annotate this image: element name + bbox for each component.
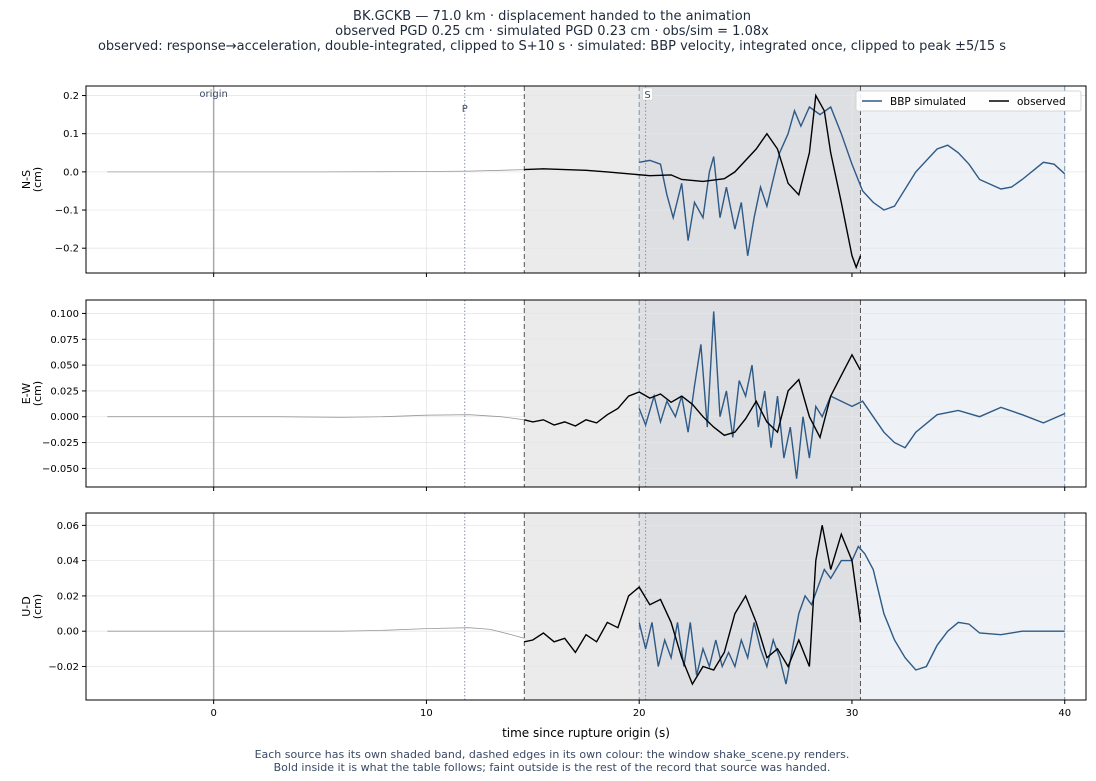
origin-label: origin — [199, 89, 227, 100]
y-tick-label: 0.000 — [50, 412, 79, 423]
y-axis-label: (cm) — [31, 594, 44, 619]
x-tick-label: 40 — [1058, 708, 1071, 719]
observed-trace — [524, 93, 862, 270]
x-tick-label: 0 — [210, 708, 216, 719]
s-label: S — [644, 90, 650, 101]
panel-3: −0.02 0.00 0.02 0.04 0.06 0 10 20 30 40 U-D(cm) — [20, 512, 1087, 719]
y-axis-label: E-W — [20, 383, 33, 404]
panel-1: −0.2 −0.1 0.0 0.1 0.2 N-S(cm) origin P S BBP simu… — [20, 85, 1087, 277]
y-tick-label: 0.075 — [50, 335, 79, 346]
footer-line-2: Bold inside it is what the table follows… — [274, 761, 831, 774]
y-tick-label: 0.050 — [50, 361, 79, 372]
s-label-box — [642, 87, 653, 101]
y-tick-label: −0.025 — [42, 438, 79, 449]
title-line-3: observed: response→acceleration, double-… — [98, 39, 1006, 54]
faint-pre-window-trace — [107, 627, 525, 639]
panel-frame — [85, 299, 1087, 488]
simulated-trace — [639, 105, 1066, 256]
y-tick-label: 0.100 — [50, 309, 79, 320]
simulated-trace — [638, 545, 1065, 685]
y-tick-label: 0.025 — [50, 386, 79, 397]
faint-pre-window-trace — [107, 169, 525, 173]
overlap-band — [639, 300, 861, 487]
observed-trace — [524, 525, 862, 686]
y-tick-label: 0.2 — [63, 91, 79, 102]
x-tick-label: 30 — [846, 708, 859, 719]
y-tick-label: 0.04 — [57, 556, 79, 567]
legend-box — [855, 90, 1082, 112]
y-tick-label: 0.00 — [57, 627, 79, 638]
x-tick-label: 20 — [633, 708, 646, 719]
y-axis-label: N-S — [20, 170, 33, 189]
x-axis-label: time since rupture origin (s) — [502, 726, 670, 740]
panel-frame — [85, 512, 1087, 701]
legend-label-observed: observed — [1017, 96, 1066, 108]
title-line-2: observed PGD 0.25 cm · simulated PGD 0.2… — [335, 24, 769, 39]
y-tick-label: 0.06 — [57, 521, 79, 532]
x-tick-label: 10 — [420, 708, 433, 719]
faint-pre-window-trace — [107, 414, 525, 421]
legend-label-simulated: BBP simulated — [890, 96, 966, 108]
title-line-1: BK.GCKB — 71.0 km · displacement handed … — [353, 9, 751, 24]
observed-trace — [524, 353, 862, 440]
y-axis-label: (cm) — [31, 167, 44, 192]
y-tick-label: 0.1 — [63, 129, 79, 140]
y-tick-label: −0.2 — [55, 244, 79, 255]
y-tick-label: 0.02 — [57, 591, 79, 602]
y-tick-label: 0.0 — [63, 167, 79, 178]
panel-2: −0.050 −0.025 0.000 0.025 0.050 0.075 0.100 E-W… — [20, 299, 1087, 491]
legend: BBP simulated observed — [855, 90, 1082, 112]
footer-line-1: Each source has its own shaded band, das… — [255, 748, 850, 761]
simulated-trace — [638, 311, 1065, 479]
p-label: P — [462, 104, 468, 115]
y-tick-label: −0.02 — [48, 662, 79, 673]
panel-frame — [85, 85, 1087, 274]
y-tick-label: −0.1 — [55, 206, 79, 217]
y-tick-label: −0.050 — [42, 464, 79, 475]
y-axis-label: (cm) — [31, 381, 44, 406]
y-axis-label: U-D — [20, 596, 33, 617]
